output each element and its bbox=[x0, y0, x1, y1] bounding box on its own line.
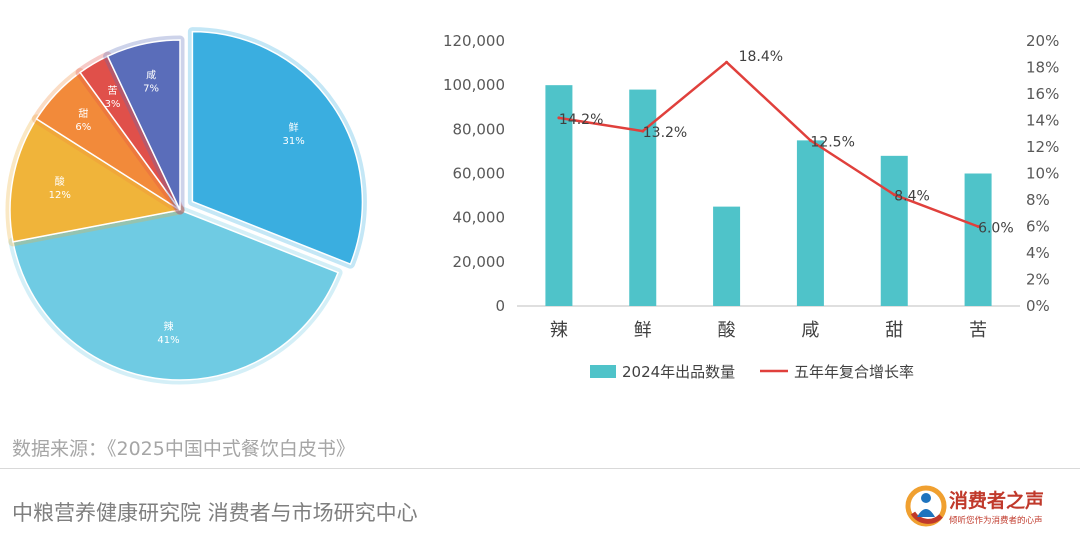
chart-legend: 2024年出品数量 五年年复合增长率 bbox=[590, 363, 914, 381]
pie-slice-5 bbox=[106, 39, 181, 211]
brand-slogan: 倾听您作为消费者的心声 bbox=[949, 516, 1043, 526]
legend-bar-label: 2024年出品数量 bbox=[622, 363, 735, 381]
footer-divider bbox=[0, 468, 1080, 469]
growth-rate-value-label: 18.4% bbox=[739, 49, 783, 65]
growth-rate-point bbox=[808, 138, 812, 142]
pie-slice-percent: 6% bbox=[75, 122, 91, 133]
growth-rate-point bbox=[641, 129, 645, 133]
left-axis-tick-label: 60,000 bbox=[453, 165, 506, 183]
growth-rate-value-label: 13.2% bbox=[643, 125, 687, 141]
growth-rate-point bbox=[892, 193, 896, 197]
right-axis-tick-label: 0% bbox=[1026, 297, 1050, 315]
pie-slice-percent: 7% bbox=[143, 84, 159, 95]
flavor-volume-growth-chart: 0 20,000 40,000 60,000 80,000 100,000 120,000 0… bbox=[443, 32, 1059, 381]
x-axis-category-label: 酸 bbox=[718, 320, 736, 341]
right-axis-tick-label: 16% bbox=[1026, 85, 1059, 103]
growth-rate-value-label: 8.4% bbox=[894, 189, 930, 205]
growth-rate-value-label: 6.0% bbox=[978, 221, 1014, 237]
pie-slice-label: 苦 bbox=[108, 84, 118, 97]
x-axis-category-label: 咸 bbox=[801, 320, 819, 341]
right-axis-tick-label: 14% bbox=[1026, 112, 1059, 130]
growth-rate-point bbox=[725, 60, 729, 64]
pie-slice-label: 鲜 bbox=[289, 121, 299, 134]
pie-slice-percent: 41% bbox=[157, 335, 179, 346]
pie-slice-percent: 12% bbox=[49, 190, 71, 201]
left-axis-tick-label: 80,000 bbox=[453, 120, 506, 138]
data-source-note: 数据来源：《2025中国中式餐饮白皮书》 bbox=[12, 438, 355, 460]
growth-rate-value-label: 14.2% bbox=[559, 112, 603, 128]
growth-rate-point bbox=[557, 116, 561, 120]
pie-slice-label: 咸 bbox=[146, 70, 156, 82]
x-axis-category-label: 鲜 bbox=[634, 320, 652, 341]
pie-slice-label: 甜 bbox=[78, 107, 88, 120]
left-axis-tick-label: 20,000 bbox=[453, 253, 506, 271]
growth-rate-line bbox=[558, 60, 979, 228]
x-axis-category-label: 甜 bbox=[885, 320, 903, 341]
brand-emblem-icon bbox=[905, 485, 947, 527]
bar-1 bbox=[629, 89, 657, 306]
bar-2 bbox=[713, 206, 741, 306]
bar-4 bbox=[880, 155, 908, 306]
left-axis-tick-label: 0 bbox=[495, 297, 505, 315]
flavor-share-pie-chart: 鲜 31% 辣 41% 酸 12% 甜 6% 苦 3% 咸 7% bbox=[5, 27, 367, 385]
left-axis-tick-label: 120,000 bbox=[443, 32, 505, 50]
brand-logo: 消费者之声 倾听您作为消费者的心声 bbox=[905, 483, 1075, 533]
pie-slice-percent: 31% bbox=[283, 136, 305, 147]
pie-slice-1 bbox=[12, 209, 340, 381]
organization-name: 中粮营养健康研究院 消费者与市场研究中心 bbox=[12, 501, 418, 525]
growth-rate-point bbox=[976, 225, 980, 228]
left-axis-tick-label: 100,000 bbox=[443, 76, 505, 94]
legend-bar-swatch bbox=[590, 365, 616, 378]
pie-slice-2 bbox=[9, 117, 183, 243]
growth-rate-value-label: 12.5% bbox=[810, 134, 854, 150]
right-axis-tick-label: 6% bbox=[1026, 218, 1050, 236]
pie-slice-percent: 3% bbox=[105, 99, 121, 110]
bar-3 bbox=[796, 140, 824, 306]
right-axis-tick-label: 10% bbox=[1026, 165, 1059, 183]
bar-5 bbox=[964, 173, 992, 306]
legend-line-label: 五年年复合增长率 bbox=[794, 363, 914, 381]
right-axis-tick-label: 20% bbox=[1026, 32, 1059, 50]
right-axis-tick-label: 2% bbox=[1026, 271, 1050, 289]
bar-0 bbox=[545, 85, 573, 307]
left-axis-tick-label: 40,000 bbox=[453, 209, 506, 227]
x-axis-category-label: 辣 bbox=[550, 320, 568, 341]
brand-name: 消费者之声 bbox=[949, 490, 1045, 512]
right-axis-tick-label: 12% bbox=[1026, 138, 1059, 156]
right-axis-tick-label: 8% bbox=[1026, 191, 1050, 209]
right-axis-tick-label: 18% bbox=[1026, 59, 1059, 77]
right-axis-tick-label: 4% bbox=[1026, 244, 1050, 262]
pie-slice-label: 辣 bbox=[163, 320, 173, 333]
pie-slice-label: 酸 bbox=[55, 175, 65, 188]
x-axis-category-label: 苦 bbox=[969, 320, 987, 341]
pie-slice-0 bbox=[191, 30, 364, 266]
